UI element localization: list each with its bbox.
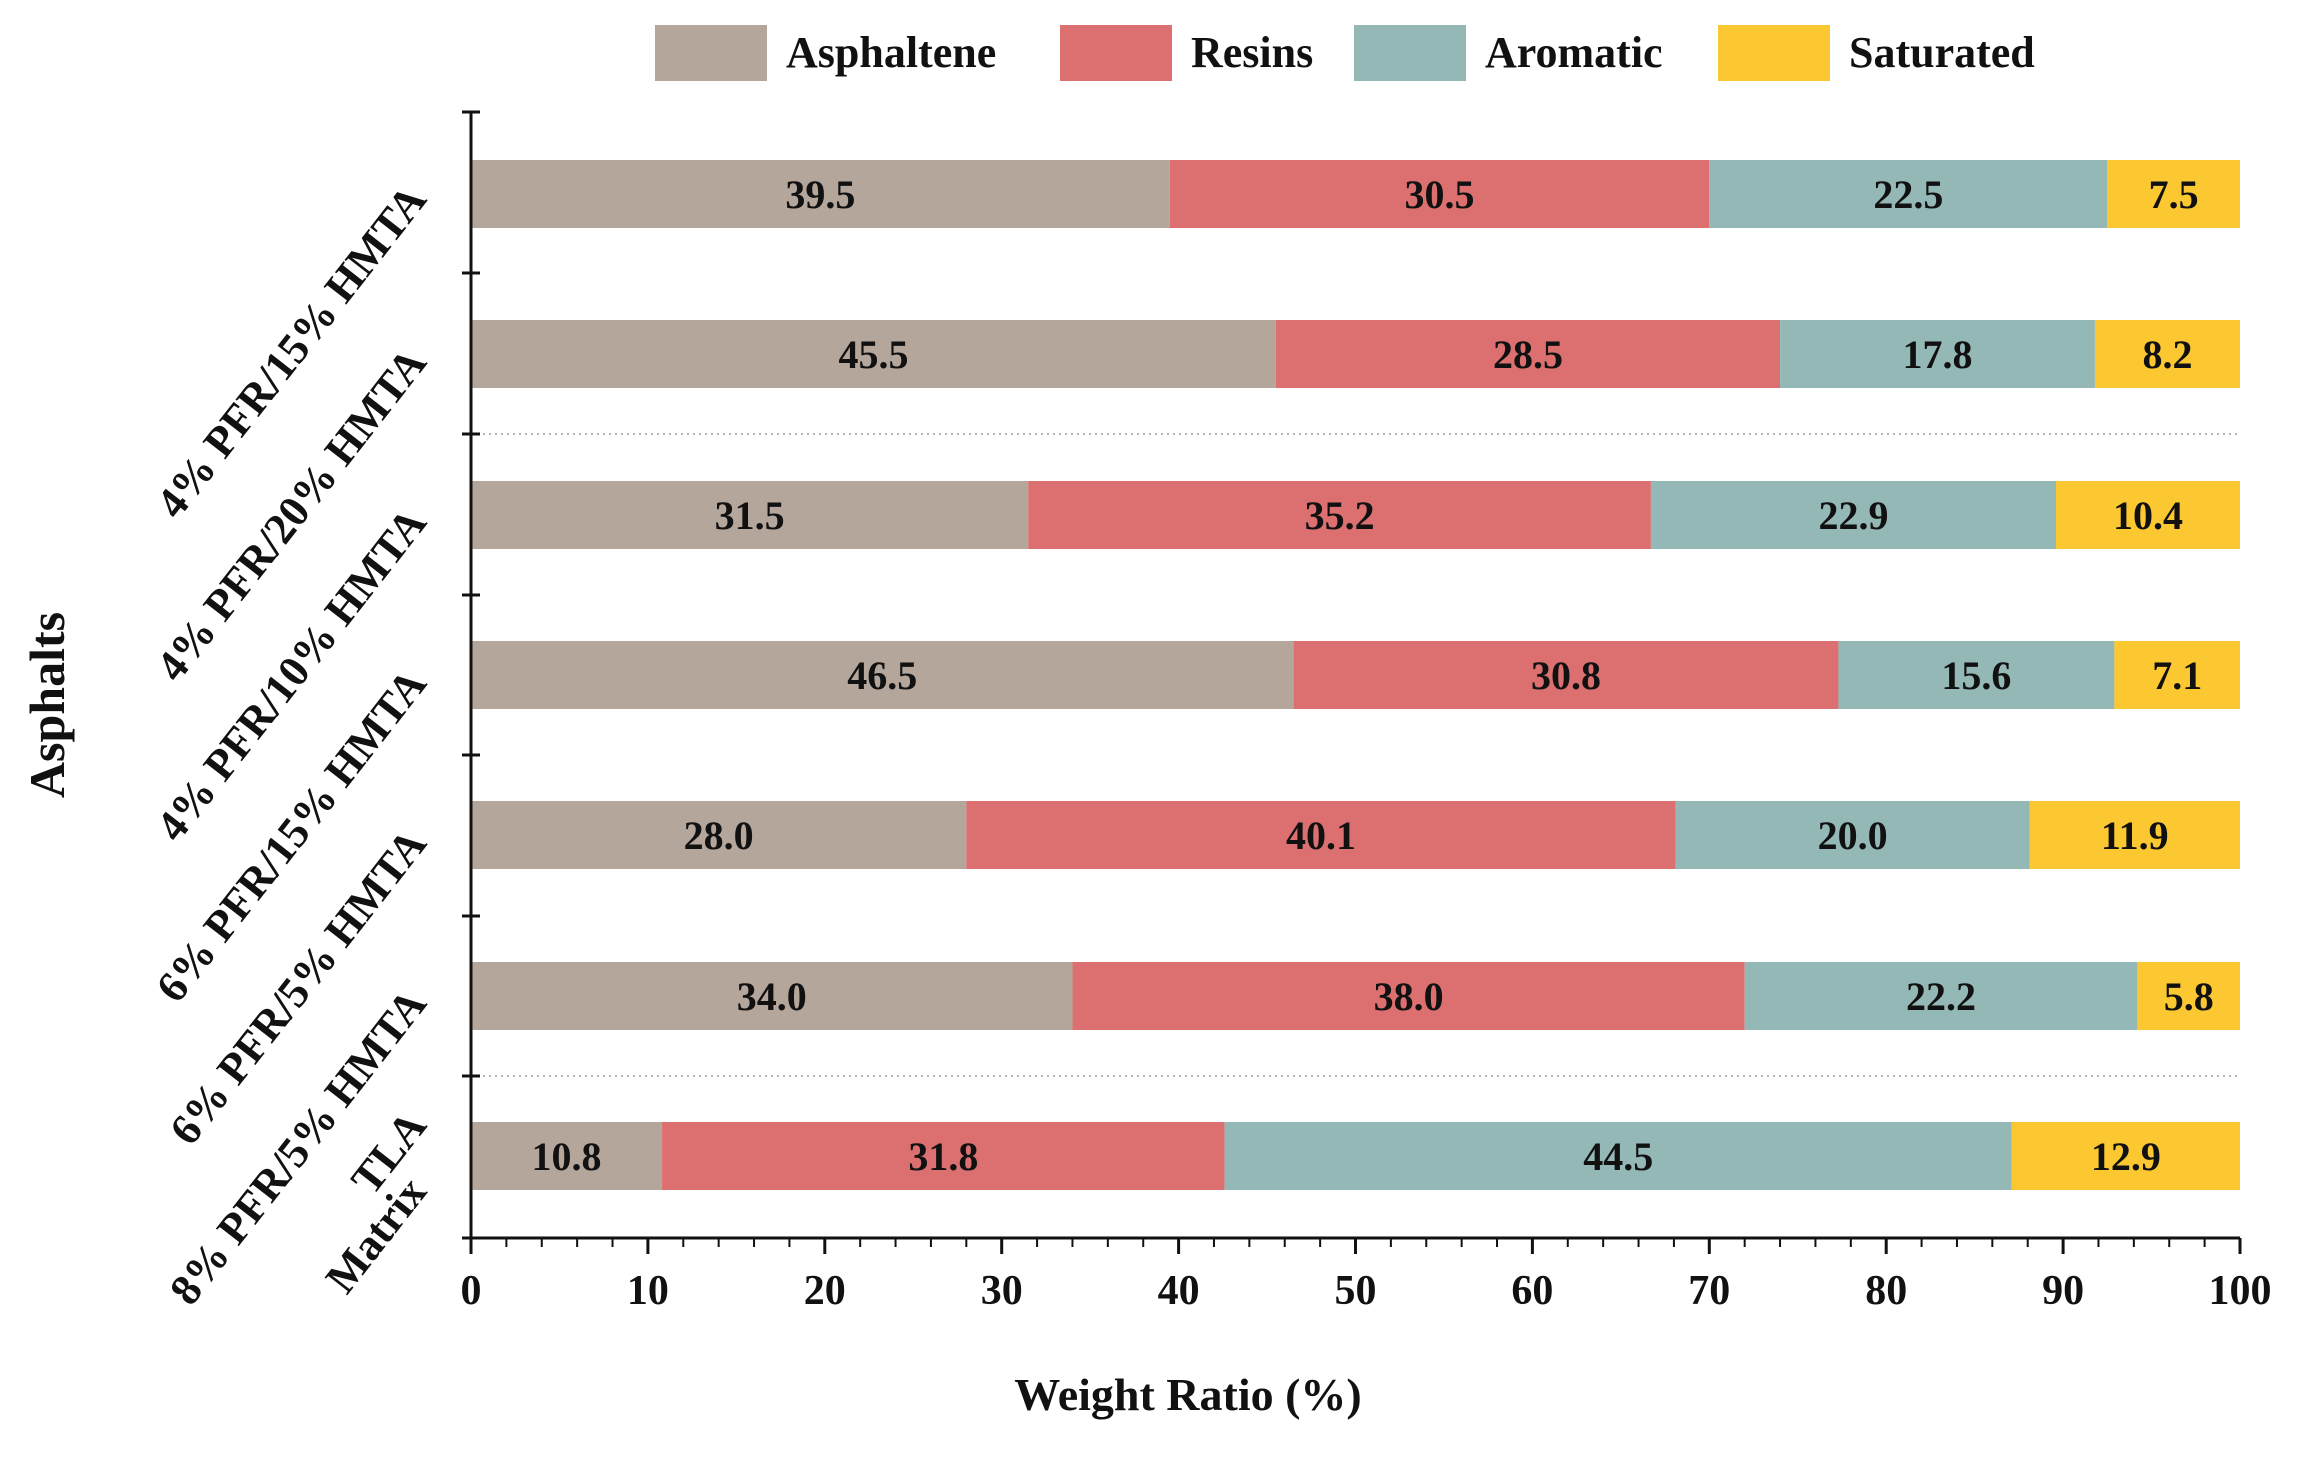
legend-swatch-resins — [1060, 25, 1172, 81]
bar-segment-saturated — [2114, 641, 2240, 709]
bar-segment-aromatic — [1650, 481, 2057, 549]
bar-value-label: 10.8 — [532, 1134, 602, 1179]
bar-segment-saturated — [2056, 481, 2240, 549]
bar-segment-saturated — [2094, 320, 2240, 388]
x-tick-label: 30 — [981, 1268, 1023, 1314]
bar-value-label: 39.5 — [785, 172, 855, 217]
bar-segment-saturated — [2107, 160, 2240, 228]
bar-segment-aromatic — [1744, 962, 2138, 1030]
bar-value-label: 11.9 — [2101, 813, 2169, 858]
bar-segment-asphaltene — [471, 320, 1276, 388]
bar-row: 28.0 40.1 20.0 11.9 — [471, 801, 2240, 869]
bar-segment-resins — [966, 801, 1676, 869]
bar-segment-resins — [1275, 320, 1781, 388]
legend-label-saturated: Saturated — [1849, 28, 2035, 77]
category-separators — [471, 433, 2240, 1077]
bar-segment-resins — [1169, 160, 1710, 228]
bar-segment-asphaltene — [471, 160, 1170, 228]
x-tick-label: 90 — [2042, 1268, 2084, 1314]
bar-value-label: 44.5 — [1583, 1134, 1653, 1179]
bar-value-label: 38.0 — [1374, 974, 1444, 1019]
bar-segment-aromatic — [1780, 320, 2095, 388]
bar-segment-saturated — [2029, 801, 2240, 869]
x-tick-label: 70 — [1688, 1268, 1730, 1314]
bar-segment-saturated — [2011, 1122, 2240, 1190]
bar-segment-aromatic — [1675, 801, 2030, 869]
bar-value-label: 40.1 — [1286, 813, 1356, 858]
bar-row: 46.5 30.8 15.6 7.1 — [471, 641, 2240, 709]
bar-segment-aromatic — [1709, 160, 2108, 228]
bar-row: 31.5 35.2 22.9 10.4 — [471, 481, 2240, 549]
x-tick-label: 0 — [461, 1268, 482, 1314]
bar-value-label: 22.5 — [1873, 172, 1943, 217]
bar-segment-asphaltene — [471, 962, 1073, 1030]
bar-segment-asphaltene — [471, 481, 1029, 549]
bar-value-label: 46.5 — [847, 653, 917, 698]
bar-value-label: 30.8 — [1531, 653, 1601, 698]
x-tick-label: 50 — [1335, 1268, 1377, 1314]
bar-value-label: 34.0 — [737, 974, 807, 1019]
bar-value-label: 28.5 — [1493, 332, 1563, 377]
bar-segment-asphaltene — [471, 641, 1294, 709]
x-ticks: 0 10 20 30 40 50 60 70 80 90 100 — [461, 1238, 2272, 1314]
x-tick-label: 100 — [2209, 1268, 2272, 1314]
bar-row: 45.5 28.5 17.8 8.2 — [471, 320, 2240, 388]
bar-value-label: 20.0 — [1818, 813, 1888, 858]
bar-value-label: 17.8 — [1903, 332, 1973, 377]
bar-value-label: 35.2 — [1305, 493, 1375, 538]
bar-row: 34.0 38.0 22.2 5.8 — [471, 962, 2240, 1030]
bar-segment-resins — [1028, 481, 1651, 549]
bar-segment-asphaltene — [471, 801, 967, 869]
bar-value-label: 12.9 — [2091, 1134, 2161, 1179]
bar-segment-resins — [1072, 962, 1745, 1030]
bar-value-label: 7.5 — [2149, 172, 2199, 217]
bar-value-label: 45.5 — [838, 332, 908, 377]
legend-swatch-asphaltene — [655, 25, 767, 81]
bar-value-label: 15.6 — [1941, 653, 2011, 698]
x-tick-label: 60 — [1511, 1268, 1553, 1314]
x-tick-label: 40 — [1158, 1268, 1200, 1314]
bar-row: 39.5 30.5 22.5 7.5 — [471, 160, 2240, 228]
x-axis-title: Weight Ratio (%) — [1014, 1369, 1362, 1420]
legend-label-asphaltene: Asphaltene — [786, 28, 996, 77]
bar-segment-resins — [1293, 641, 1839, 709]
y-axis-title: Asphalts — [19, 612, 75, 798]
legend-swatch-saturated — [1718, 25, 1830, 81]
bar-value-label: 10.4 — [2113, 493, 2183, 538]
legend-label-resins: Resins — [1191, 28, 1313, 77]
bars: 39.5 30.5 22.5 7.5 45.5 28.5 17.8 8.2 31.5 35.2 22… — [471, 160, 2240, 1190]
legend-swatch-aromatic — [1354, 25, 1466, 81]
bar-row: 10.8 31.8 44.5 12.9 — [471, 1122, 2240, 1190]
bar-segment-aromatic — [1838, 641, 2115, 709]
bar-segment-aromatic — [1224, 1122, 2012, 1190]
bar-value-label: 31.5 — [715, 493, 785, 538]
bar-segment-resins — [662, 1122, 1225, 1190]
bar-value-label: 8.2 — [2142, 332, 2192, 377]
bar-value-label: 22.9 — [1818, 493, 1888, 538]
bar-value-label: 30.5 — [1405, 172, 1475, 217]
bar-value-label: 5.8 — [2164, 974, 2214, 1019]
bar-value-label: 7.1 — [2152, 653, 2202, 698]
bar-value-label: 28.0 — [684, 813, 754, 858]
bar-segment-asphaltene — [471, 1122, 663, 1190]
bar-segment-saturated — [2137, 962, 2240, 1030]
x-tick-label: 10 — [627, 1268, 669, 1314]
bar-value-label: 31.8 — [908, 1134, 978, 1179]
legend-label-aromatic: Aromatic — [1485, 28, 1663, 77]
x-tick-label: 80 — [1865, 1268, 1907, 1314]
legend: Asphaltene Resins Aromatic Saturated — [655, 25, 2035, 81]
bar-value-label: 22.2 — [1906, 974, 1976, 1019]
x-tick-label: 20 — [804, 1268, 846, 1314]
